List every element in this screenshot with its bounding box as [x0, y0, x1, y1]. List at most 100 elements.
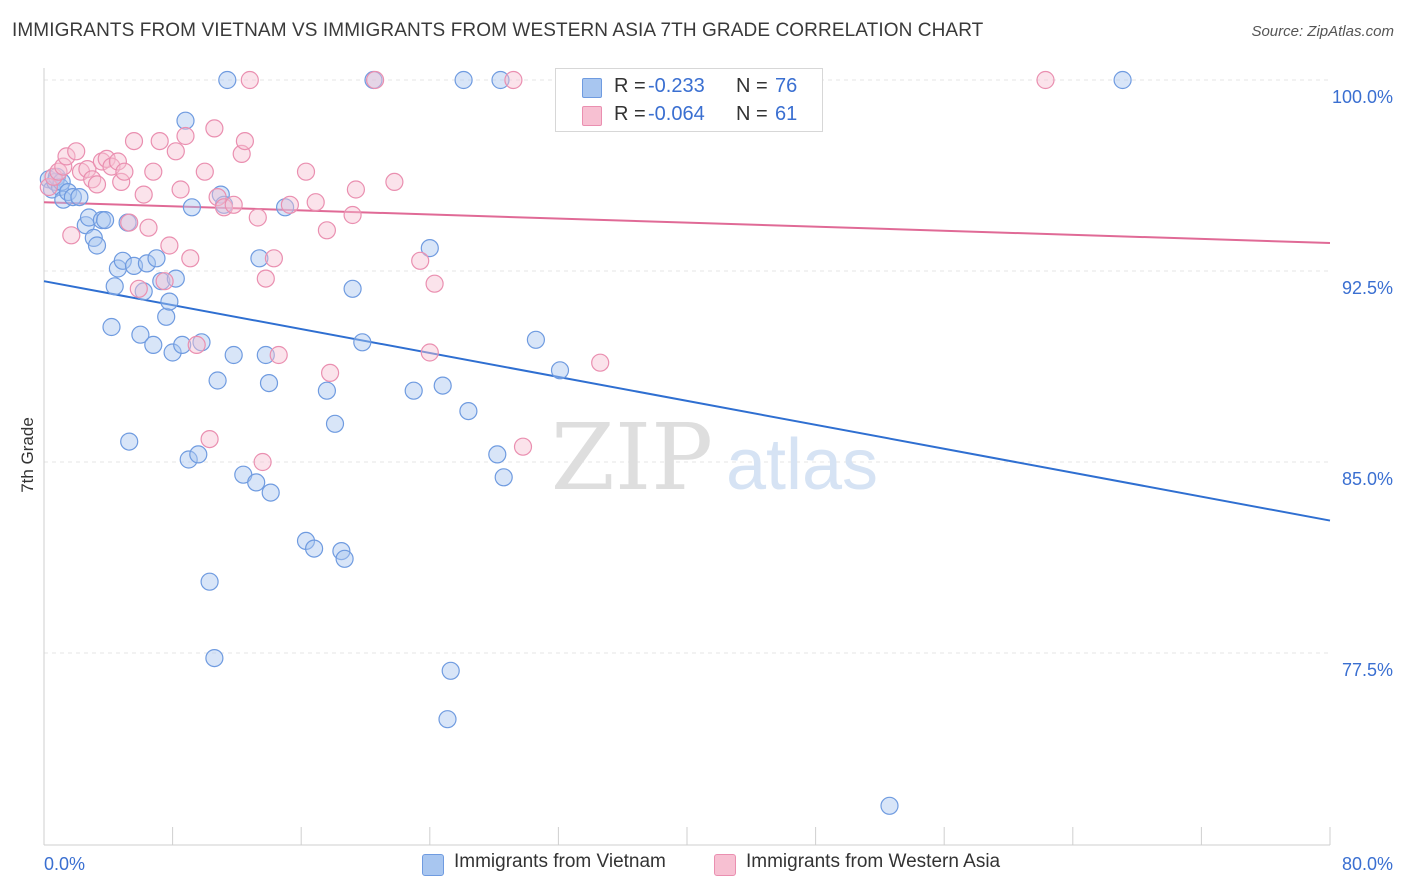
data-point: [321, 363, 340, 382]
data-point: [280, 195, 299, 214]
data-point: [441, 661, 460, 680]
data-point: [105, 277, 124, 296]
n-value: 76: [775, 75, 798, 97]
data-point: [205, 648, 224, 668]
data-point: [112, 172, 131, 191]
gridlines: [44, 79, 1330, 654]
data-point: [120, 213, 139, 232]
data-point: [137, 254, 156, 273]
data-point: [166, 142, 185, 161]
data-point: [259, 374, 279, 393]
data-point: [176, 111, 195, 130]
data-point: [134, 282, 153, 301]
data-point: [420, 343, 439, 362]
y-tick-label: 77.5%: [1342, 660, 1393, 680]
data-point: [144, 335, 163, 354]
data-point: [208, 371, 227, 390]
data-point: [425, 274, 444, 293]
data-point: [39, 177, 58, 197]
data-point: [224, 345, 243, 365]
data-point: [256, 345, 275, 365]
series-western-asia: [39, 70, 1055, 472]
data-point: [343, 279, 362, 298]
data-point: [131, 325, 150, 344]
data-point: [404, 381, 423, 400]
data-point: [269, 345, 288, 365]
y-tick-label: 100.0%: [1332, 87, 1393, 107]
data-point: [346, 180, 365, 199]
n-value: 61: [775, 103, 798, 125]
data-point: [488, 445, 507, 464]
data-point: [92, 152, 112, 171]
data-point: [181, 249, 200, 268]
n-label: N =: [736, 103, 768, 125]
axes: [43, 68, 1331, 846]
y-tick-label: 85.0%: [1342, 469, 1393, 489]
data-point: [247, 473, 266, 492]
data-point: [526, 330, 546, 349]
r-label: R =: [614, 103, 646, 125]
source-credit: Source: ZipAtlas.com: [1251, 23, 1394, 40]
data-point: [192, 333, 211, 352]
data-point: [54, 157, 73, 176]
r-value: -0.064: [648, 103, 705, 125]
data-point: [494, 468, 513, 487]
trendline-vietnam: [43, 280, 1331, 522]
data-point: [1036, 70, 1055, 90]
data-point: [250, 249, 269, 268]
data-point: [129, 279, 148, 298]
x-tick-label: 0.0%: [44, 854, 85, 874]
watermark-atlas: atlas: [726, 425, 878, 505]
r-value: -0.233: [648, 75, 705, 97]
data-point: [208, 188, 227, 207]
data-point: [176, 126, 195, 146]
watermark-zip: ZIP: [551, 404, 713, 511]
data-point: [160, 236, 179, 255]
data-point: [179, 450, 198, 469]
data-point: [163, 343, 182, 362]
data-point: [420, 239, 439, 258]
data-point: [124, 132, 144, 151]
data-point: [147, 249, 166, 268]
legend-label-vietnam: Immigrants from Vietnam: [454, 851, 666, 872]
data-point: [276, 198, 295, 217]
data-point: [113, 251, 132, 270]
data-point: [1113, 70, 1132, 90]
data-point: [182, 198, 201, 217]
data-point: [108, 152, 128, 171]
data-point: [102, 317, 121, 337]
data-point: [160, 292, 179, 311]
data-points: [39, 70, 1132, 815]
data-point: [187, 335, 206, 354]
data-point: [248, 208, 267, 227]
data-point: [253, 452, 272, 472]
data-point: [317, 381, 336, 400]
data-point: [240, 70, 259, 90]
data-point: [591, 353, 610, 372]
data-point: [433, 376, 452, 395]
data-point: [325, 414, 345, 433]
data-point: [171, 180, 190, 199]
data-point: [120, 432, 139, 451]
data-point: [87, 236, 107, 255]
data-point: [218, 70, 237, 90]
data-point: [306, 193, 325, 212]
data-point: [139, 218, 158, 237]
chart-title: IMMIGRANTS FROM VIETNAM VS IMMIGRANTS FR…: [12, 20, 984, 41]
data-point: [264, 249, 283, 268]
r-label: R =: [614, 75, 646, 97]
data-point: [411, 251, 430, 270]
data-point: [200, 430, 219, 449]
data-point: [200, 572, 219, 591]
data-point: [70, 188, 89, 207]
data-point: [296, 162, 316, 181]
data-point: [189, 445, 208, 464]
data-point: [62, 226, 81, 245]
data-point: [335, 549, 354, 568]
data-point: [880, 796, 899, 815]
stats-swatch-vietnam: [582, 78, 602, 98]
data-point: [224, 195, 243, 214]
data-point: [157, 307, 176, 326]
n-label: N =: [736, 75, 768, 97]
